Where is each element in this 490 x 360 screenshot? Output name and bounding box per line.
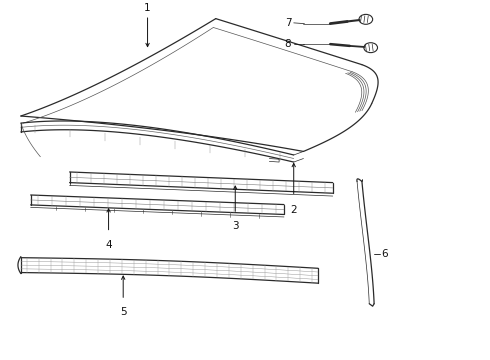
Text: 8: 8 [285, 39, 291, 49]
Text: 7: 7 [285, 18, 291, 28]
Text: 2: 2 [291, 204, 297, 215]
Text: 6: 6 [381, 249, 388, 259]
Text: 1: 1 [144, 3, 151, 13]
Text: 3: 3 [232, 221, 239, 231]
Text: 4: 4 [105, 240, 112, 250]
Text: 5: 5 [120, 307, 126, 317]
